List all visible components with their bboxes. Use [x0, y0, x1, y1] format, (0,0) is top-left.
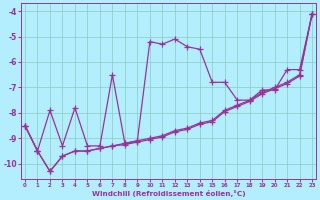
X-axis label: Windchill (Refroidissement éolien,°C): Windchill (Refroidissement éolien,°C)	[92, 190, 245, 197]
